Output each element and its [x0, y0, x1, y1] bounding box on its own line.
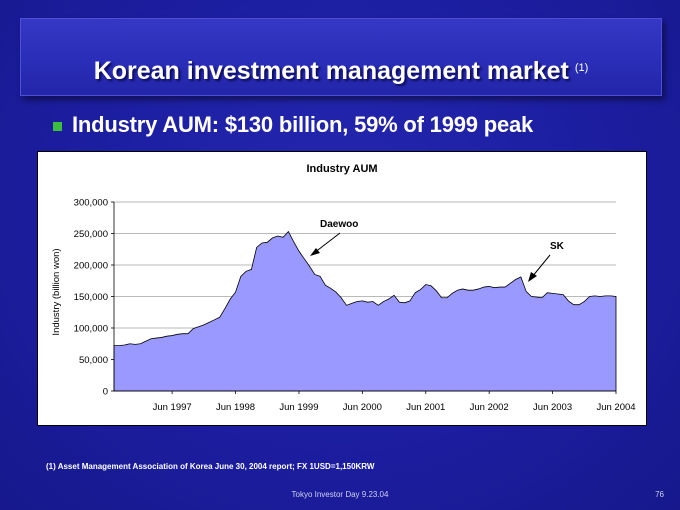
annotations: Daewoo SK [310, 219, 565, 282]
y-tick-label: 50,000 [79, 355, 108, 366]
y-tick-label: 300,000 [74, 198, 108, 209]
x-tick-label: Jun 2004 [596, 402, 635, 413]
y-tick-label: 250,000 [74, 229, 108, 240]
annotation-sk-arrow [531, 254, 551, 278]
annotation-sk-arrowhead [528, 272, 537, 282]
page-title: Korean investment management market (1) [21, 57, 661, 86]
title-text: Korean investment management market [93, 57, 569, 85]
chart-title: Industry AUM [306, 163, 377, 175]
x-tick-labels: Jun 1997 Jun 1998 Jun 1999 Jun 2000 Jun 2001… [153, 391, 636, 413]
y-tick-labels: 0 50,000 100,000 150,000 200,000 250,000 300,0… [74, 198, 114, 398]
x-tick-label: Jun 1997 [153, 402, 192, 413]
page-number: 76 [655, 490, 664, 499]
y-axis-label: Industry (billion won) [51, 248, 62, 335]
y-tick-label: 200,000 [74, 261, 108, 272]
x-tick-label: Jun 2001 [406, 402, 445, 413]
footer-text: Tokyo Investor Day 9.23.04 [291, 490, 389, 499]
x-tick-label: Jun 2002 [470, 402, 509, 413]
x-tick-label: Jun 1998 [216, 402, 255, 413]
title-banner: Korean investment management market (1) [20, 18, 662, 96]
title-footnote-marker: (1) [574, 62, 589, 74]
x-tick-label: Jun 2003 [533, 402, 572, 413]
footnote: (1) Asset Management Association of Kore… [46, 462, 375, 471]
x-tick-label: Jun 1999 [279, 402, 318, 413]
annotation-sk: SK [550, 241, 565, 252]
annotation-daewoo-arrowhead [310, 248, 320, 256]
bullet-square-icon [53, 122, 62, 131]
headline-bullet: Industry AUM: $130 billion, 59% of 1999 … [72, 112, 534, 137]
annotation-daewoo: Daewoo [320, 219, 358, 230]
y-tick-label: 100,000 [74, 324, 108, 335]
x-tick-label: Jun 2000 [343, 402, 382, 413]
annotation-daewoo-arrow [313, 232, 341, 254]
aum-chart: Industry AUM Industry (billion won) 0 50,… [51, 163, 636, 413]
chart-panel: Industry AUM Industry (billion won) 0 50,… [37, 151, 647, 426]
aum-area [113, 230, 617, 392]
y-tick-label: 150,000 [74, 292, 108, 303]
area-series [113, 230, 617, 392]
y-tick-label: 0 [103, 387, 108, 398]
